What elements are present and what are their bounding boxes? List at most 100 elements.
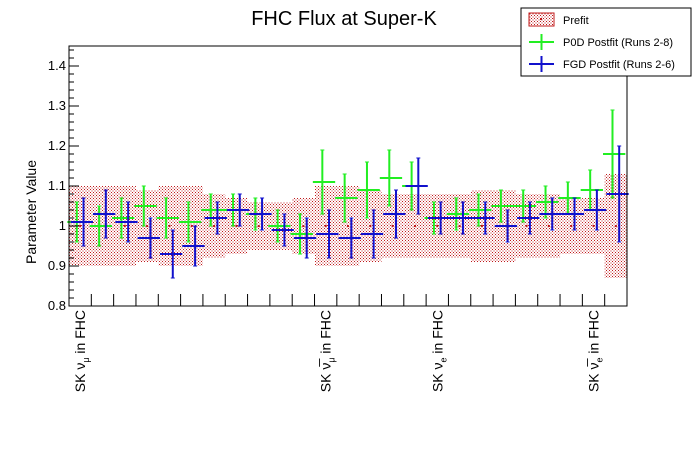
p0d-point-14 xyxy=(379,149,403,207)
prefit-point-4 xyxy=(168,225,171,227)
category-label-0-part-3: in FHC xyxy=(72,310,88,357)
y-tick-label-4: 1.2 xyxy=(48,138,66,153)
fgd-point-21 xyxy=(539,197,562,231)
category-label-1-part-0: SK xyxy=(318,370,334,393)
category-label-2-part-0: SK xyxy=(429,369,445,392)
p0d-point-18 xyxy=(469,193,492,227)
legend: Prefit P0D Postfit (Runs 2-8) FGD Postfi… xyxy=(520,7,692,77)
fgd-point-9 xyxy=(271,213,294,247)
prefit-point-16 xyxy=(436,225,439,227)
fgd-point-16 xyxy=(427,201,451,235)
prefit-point-14 xyxy=(391,225,394,227)
fgd-point-17 xyxy=(450,201,473,235)
legend-marker-prefit xyxy=(540,18,542,20)
fgd-point-14 xyxy=(383,189,406,239)
p0d-point-5 xyxy=(178,201,202,243)
plot-frame xyxy=(68,45,628,307)
p0d-point-13 xyxy=(357,161,380,219)
fgd-point-12 xyxy=(338,217,361,259)
p0d-point-20 xyxy=(513,189,537,223)
fgd-point-18 xyxy=(472,201,495,235)
p0d-point-19 xyxy=(491,189,514,223)
prefit-point-0 xyxy=(79,225,82,227)
p0d-point-6 xyxy=(201,193,224,227)
fgd-point-13 xyxy=(360,209,384,259)
p0d-point-4 xyxy=(156,197,179,239)
category-label-2: SK νe in FHC xyxy=(429,310,448,392)
p0d-point-17 xyxy=(446,197,470,231)
category-label-0: SK νμ in FHC xyxy=(72,310,91,392)
category-label-2-part-1: ν xyxy=(429,362,445,369)
prefit-point-24 xyxy=(614,225,617,227)
fgd-point-2 xyxy=(115,201,138,243)
fgd-point-0 xyxy=(70,197,93,247)
prefit-point-11 xyxy=(324,225,327,227)
y-axis-label: Parameter Value xyxy=(23,160,39,264)
fgd-point-23 xyxy=(584,189,607,231)
fgd-point-7 xyxy=(226,193,250,227)
prefit-point-20 xyxy=(525,225,528,227)
prefit-band-group xyxy=(69,174,627,278)
chart-title: FHC Flux at Super-K xyxy=(251,8,437,30)
y-tick-label-2: 1 xyxy=(59,218,66,233)
category-label-1-part-2: μ xyxy=(327,357,337,362)
p0d-point-10 xyxy=(290,213,313,255)
y-tick-label-6: 1.4 xyxy=(48,58,66,73)
legend-entry-prefit: Prefit xyxy=(528,12,589,27)
category-label-1-part-3: in FHC xyxy=(318,310,334,357)
prefit-point-23 xyxy=(592,225,595,227)
p0d-point-11 xyxy=(312,149,336,215)
category-label-2-part-3: in FHC xyxy=(429,310,445,357)
fgd-point-6 xyxy=(204,201,227,235)
fgd-point-3 xyxy=(137,217,160,259)
category-label-0-part-0: SK xyxy=(72,370,88,393)
prefit-point-13 xyxy=(369,225,372,227)
category-label-1: SK ν̅μ in FHC xyxy=(318,310,337,392)
category-label-3-part-3: in FHC xyxy=(586,310,602,357)
prefit-point-3 xyxy=(146,225,149,227)
p0d-point-9 xyxy=(268,209,291,243)
p0d-point-24 xyxy=(603,109,626,199)
legend-label-prefit: Prefit xyxy=(563,15,589,27)
p0d-point-12 xyxy=(335,173,358,223)
prefit-point-22 xyxy=(570,225,573,227)
fgd-point-22 xyxy=(561,197,585,231)
category-label-3-part-2: e xyxy=(595,357,605,362)
category-label-2-part-2: e xyxy=(438,357,448,362)
legend-entry-fgd: FGD Postfit (Runs 2-6) xyxy=(529,56,675,72)
prefit-point-15 xyxy=(413,225,416,227)
y-tick-label-0: 0.8 xyxy=(48,298,66,313)
prefit-point-2 xyxy=(123,225,126,227)
p0d-point-1 xyxy=(89,205,112,247)
y-tick-label-5: 1.3 xyxy=(48,98,66,113)
fgd-point-24 xyxy=(606,145,629,243)
fgd-point-1 xyxy=(92,189,116,239)
prefit-point-17 xyxy=(458,225,461,227)
category-label-3-part-0: SK xyxy=(586,369,602,392)
fgd-point-8 xyxy=(249,197,272,231)
prefit-point-5 xyxy=(190,225,193,227)
fgd-point-15 xyxy=(405,157,428,215)
prefit-point-18 xyxy=(480,225,483,227)
p0d-point-21 xyxy=(536,185,559,219)
fgd-point-5 xyxy=(182,225,205,267)
p0d-point-3 xyxy=(134,185,157,227)
prefit-point-12 xyxy=(347,225,349,227)
prefit-point-10 xyxy=(302,225,305,227)
legend-entry-p0d: P0D Postfit (Runs 2-8) xyxy=(529,34,673,50)
fgd-point-4 xyxy=(159,229,183,279)
category-label-0-part-2: μ xyxy=(81,357,91,362)
category-label-3: SK ν̅e in FHC xyxy=(586,310,605,392)
prefit-point-8 xyxy=(257,225,260,227)
p0d-point-2 xyxy=(111,197,135,239)
y-tick-label-3: 1.1 xyxy=(48,178,66,193)
y-tick-label-1: 0.9 xyxy=(48,258,66,273)
postfit-markers-group xyxy=(67,109,629,279)
prefit-point-21 xyxy=(547,225,550,227)
fgd-point-19 xyxy=(494,209,518,243)
prefit-point-7 xyxy=(235,225,238,227)
fgd-point-20 xyxy=(517,201,540,235)
category-label-0-part-1: ν xyxy=(72,363,88,370)
axes-group: 0.8 0.9 1 1.1 1.2 1.3 1.4 xyxy=(48,49,628,313)
